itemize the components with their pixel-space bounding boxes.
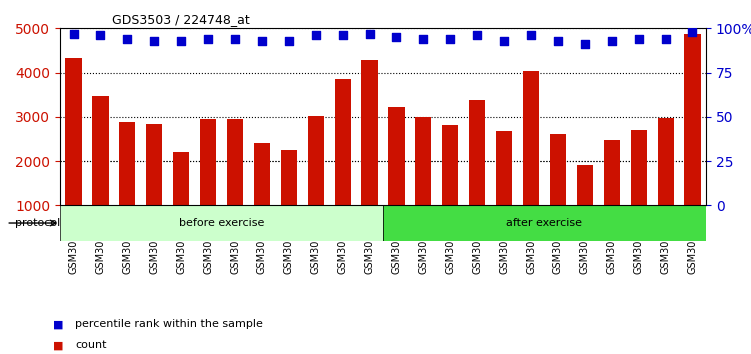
Point [686,29,698,35]
Point [202,36,214,42]
Point [632,36,644,42]
Point [525,33,537,38]
Text: after exercise: after exercise [506,218,583,228]
Point [418,36,430,42]
Point [579,41,591,47]
Bar [254,143,270,205]
FancyBboxPatch shape [60,205,383,241]
Bar [281,150,297,205]
Bar [604,140,620,205]
Bar [442,125,458,205]
Bar [550,134,566,205]
Text: protocol: protocol [15,218,60,228]
Point [283,38,295,44]
Point [68,31,80,36]
Text: GDS3503 / 224748_at: GDS3503 / 224748_at [112,13,249,26]
Bar [469,100,485,205]
Point [471,33,483,38]
Bar [173,152,189,205]
Bar [200,119,216,205]
Point [552,38,564,44]
Point [445,36,457,42]
Text: before exercise: before exercise [179,218,264,228]
Point [229,36,241,42]
Bar [496,131,512,205]
Point [175,38,187,44]
Bar [523,71,539,205]
Bar [631,130,647,205]
Text: count: count [75,341,107,350]
Bar [361,60,378,205]
Point [498,38,510,44]
Bar [146,124,162,205]
Text: ■: ■ [53,319,63,329]
Text: ■: ■ [53,341,63,350]
Point [148,38,160,44]
Bar [308,116,324,205]
Point [256,38,268,44]
Bar [415,117,431,205]
Bar [119,122,135,205]
Point [336,33,348,38]
Bar [65,57,82,205]
Point [659,36,671,42]
Point [95,33,107,38]
Text: percentile rank within the sample: percentile rank within the sample [75,319,263,329]
Bar [227,120,243,205]
Bar [334,79,351,205]
Bar [92,96,108,205]
Point [122,36,134,42]
Point [309,33,321,38]
Bar [577,165,593,205]
Point [363,31,376,36]
Bar [658,118,674,205]
Point [391,34,403,40]
Bar [684,34,701,205]
FancyBboxPatch shape [383,205,706,241]
Point [606,38,618,44]
Bar [388,107,405,205]
